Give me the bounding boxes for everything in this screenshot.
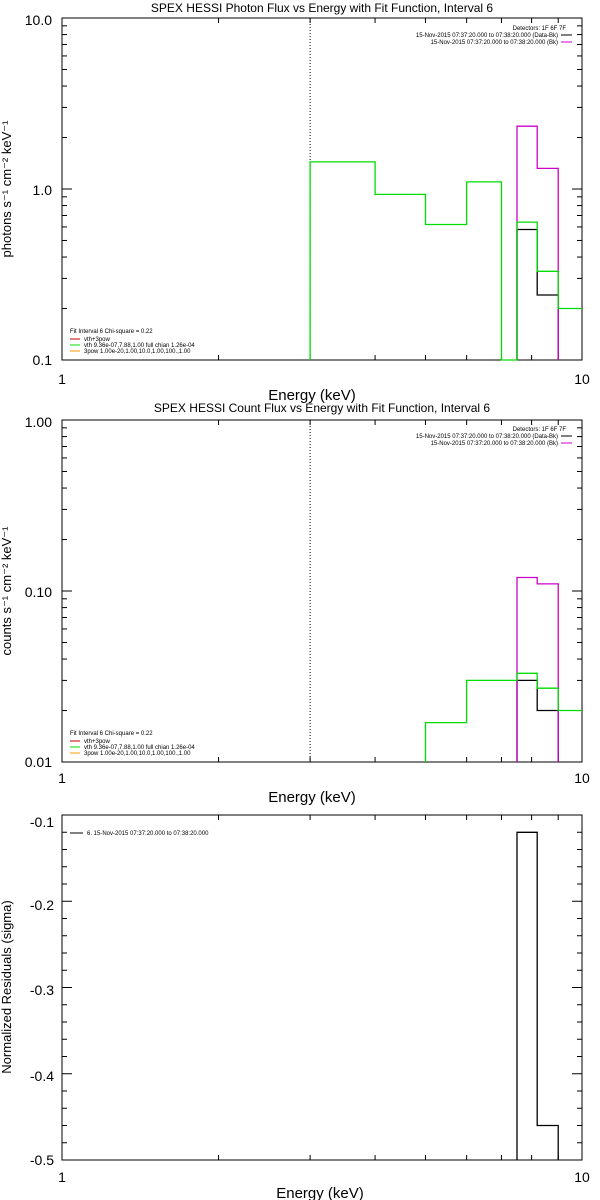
- plot-frame: [61, 814, 583, 1161]
- legend-3pow: 3pow 1.00e-20,1.00,10.0,1.00,100.,1.00: [84, 751, 191, 757]
- chart-title: SPEX HESSI Photon Flux vs Energy with Fi…: [151, 1, 493, 15]
- legend-fit-interval: Fit Interval 6 Chi-square = 0.22: [70, 329, 153, 335]
- x-axis-label: Energy (keV): [276, 1185, 364, 1200]
- y-tick-label: -0.2: [30, 897, 54, 913]
- legend-fit-interval: Fit Interval 6 Chi-square = 0.22: [70, 731, 153, 737]
- chart-title: SPEX HESSI Count Flux vs Energy with Fit…: [154, 401, 490, 415]
- photon-flux-panel: SPEX HESSI Photon Flux vs Energy with Fi…: [0, 1, 590, 404]
- y-tick-label: 0.01: [25, 754, 52, 770]
- y-tick-label: 1.00: [25, 414, 52, 430]
- y-axis-label: Normalized Residuals (sigma): [0, 900, 14, 1073]
- x-tick-label: 1: [58, 1169, 66, 1185]
- x-axis-label: Energy (keV): [268, 387, 356, 404]
- y-tick-label: -0.5: [30, 1152, 54, 1168]
- series-green-histogram: [309, 161, 582, 361]
- legend-data-bk: 15-Nov-2015 07:37:20.000 to 07:38:20.000…: [416, 33, 558, 39]
- legend-vth: vth 9.36e-07,7.88,1.00 full chian 1.26e-…: [84, 343, 195, 349]
- x-axis-label: Energy (keV): [268, 789, 356, 806]
- x-tick-label: 1: [58, 371, 66, 387]
- plot-frame: [61, 419, 583, 763]
- legend-model: vth+3pow: [84, 739, 111, 745]
- y-tick-label: 0.1: [33, 352, 53, 368]
- y-tick-label: 10.0: [25, 12, 52, 28]
- y-tick-label: -0.4: [30, 1068, 54, 1084]
- y-tick-label: 1.0: [33, 182, 53, 198]
- legend-bk: 15-Nov-2015 07:37:20.000 to 07:38:20.000…: [431, 441, 558, 447]
- plot-frame: [61, 17, 583, 361]
- legend-detectors: Detectors: 1F 6F 7F: [513, 427, 567, 433]
- series-black-histogram: [516, 679, 559, 762]
- x-tick-label: 10: [574, 371, 590, 387]
- legend-data-bk: 15-Nov-2015 07:37:20.000 to 07:38:20.000…: [416, 434, 558, 440]
- legend-detectors: Detectors: 1F 6F 7F: [513, 26, 567, 32]
- legend-model: vth+3pow: [84, 337, 111, 343]
- y-tick-label: -0.1: [30, 814, 54, 830]
- x-tick-label: 10: [574, 1169, 590, 1185]
- series-magenta-histogram: [516, 576, 559, 762]
- legend-3pow: 3pow 1.00e-20,1.00,10.0,1.00,100.,1.00: [84, 349, 191, 355]
- x-tick-label: 1: [58, 770, 66, 786]
- y-axis-label: counts s⁻¹ cm⁻² keV⁻¹: [0, 526, 14, 656]
- y-tick-label: -0.3: [30, 982, 54, 998]
- series-magenta-histogram: [516, 125, 559, 360]
- residuals-panel: -0.1 -0.2 -0.3 -0.4 -0.5 1 10 Energy (ke…: [0, 814, 590, 1200]
- x-tick-label: 10: [574, 770, 590, 786]
- legend-vth: vth 9.36e-07,7.88,1.00 full chian 1.26e-…: [84, 745, 195, 751]
- y-axis-label: photons s⁻¹ cm⁻² keV⁻¹: [0, 120, 14, 258]
- series-black-histogram: [516, 831, 559, 1160]
- y-tick-label: 0.10: [25, 584, 52, 600]
- legend-interval: 6. 15-Nov-2015 07:37:20.000 to 07:38:20.…: [87, 831, 209, 837]
- count-flux-panel: SPEX HESSI Count Flux vs Energy with Fit…: [0, 401, 590, 806]
- series-green-histogram: [424, 672, 582, 762]
- legend-bk: 15-Nov-2015 07:37:20.000 to 07:38:20.000…: [431, 40, 558, 46]
